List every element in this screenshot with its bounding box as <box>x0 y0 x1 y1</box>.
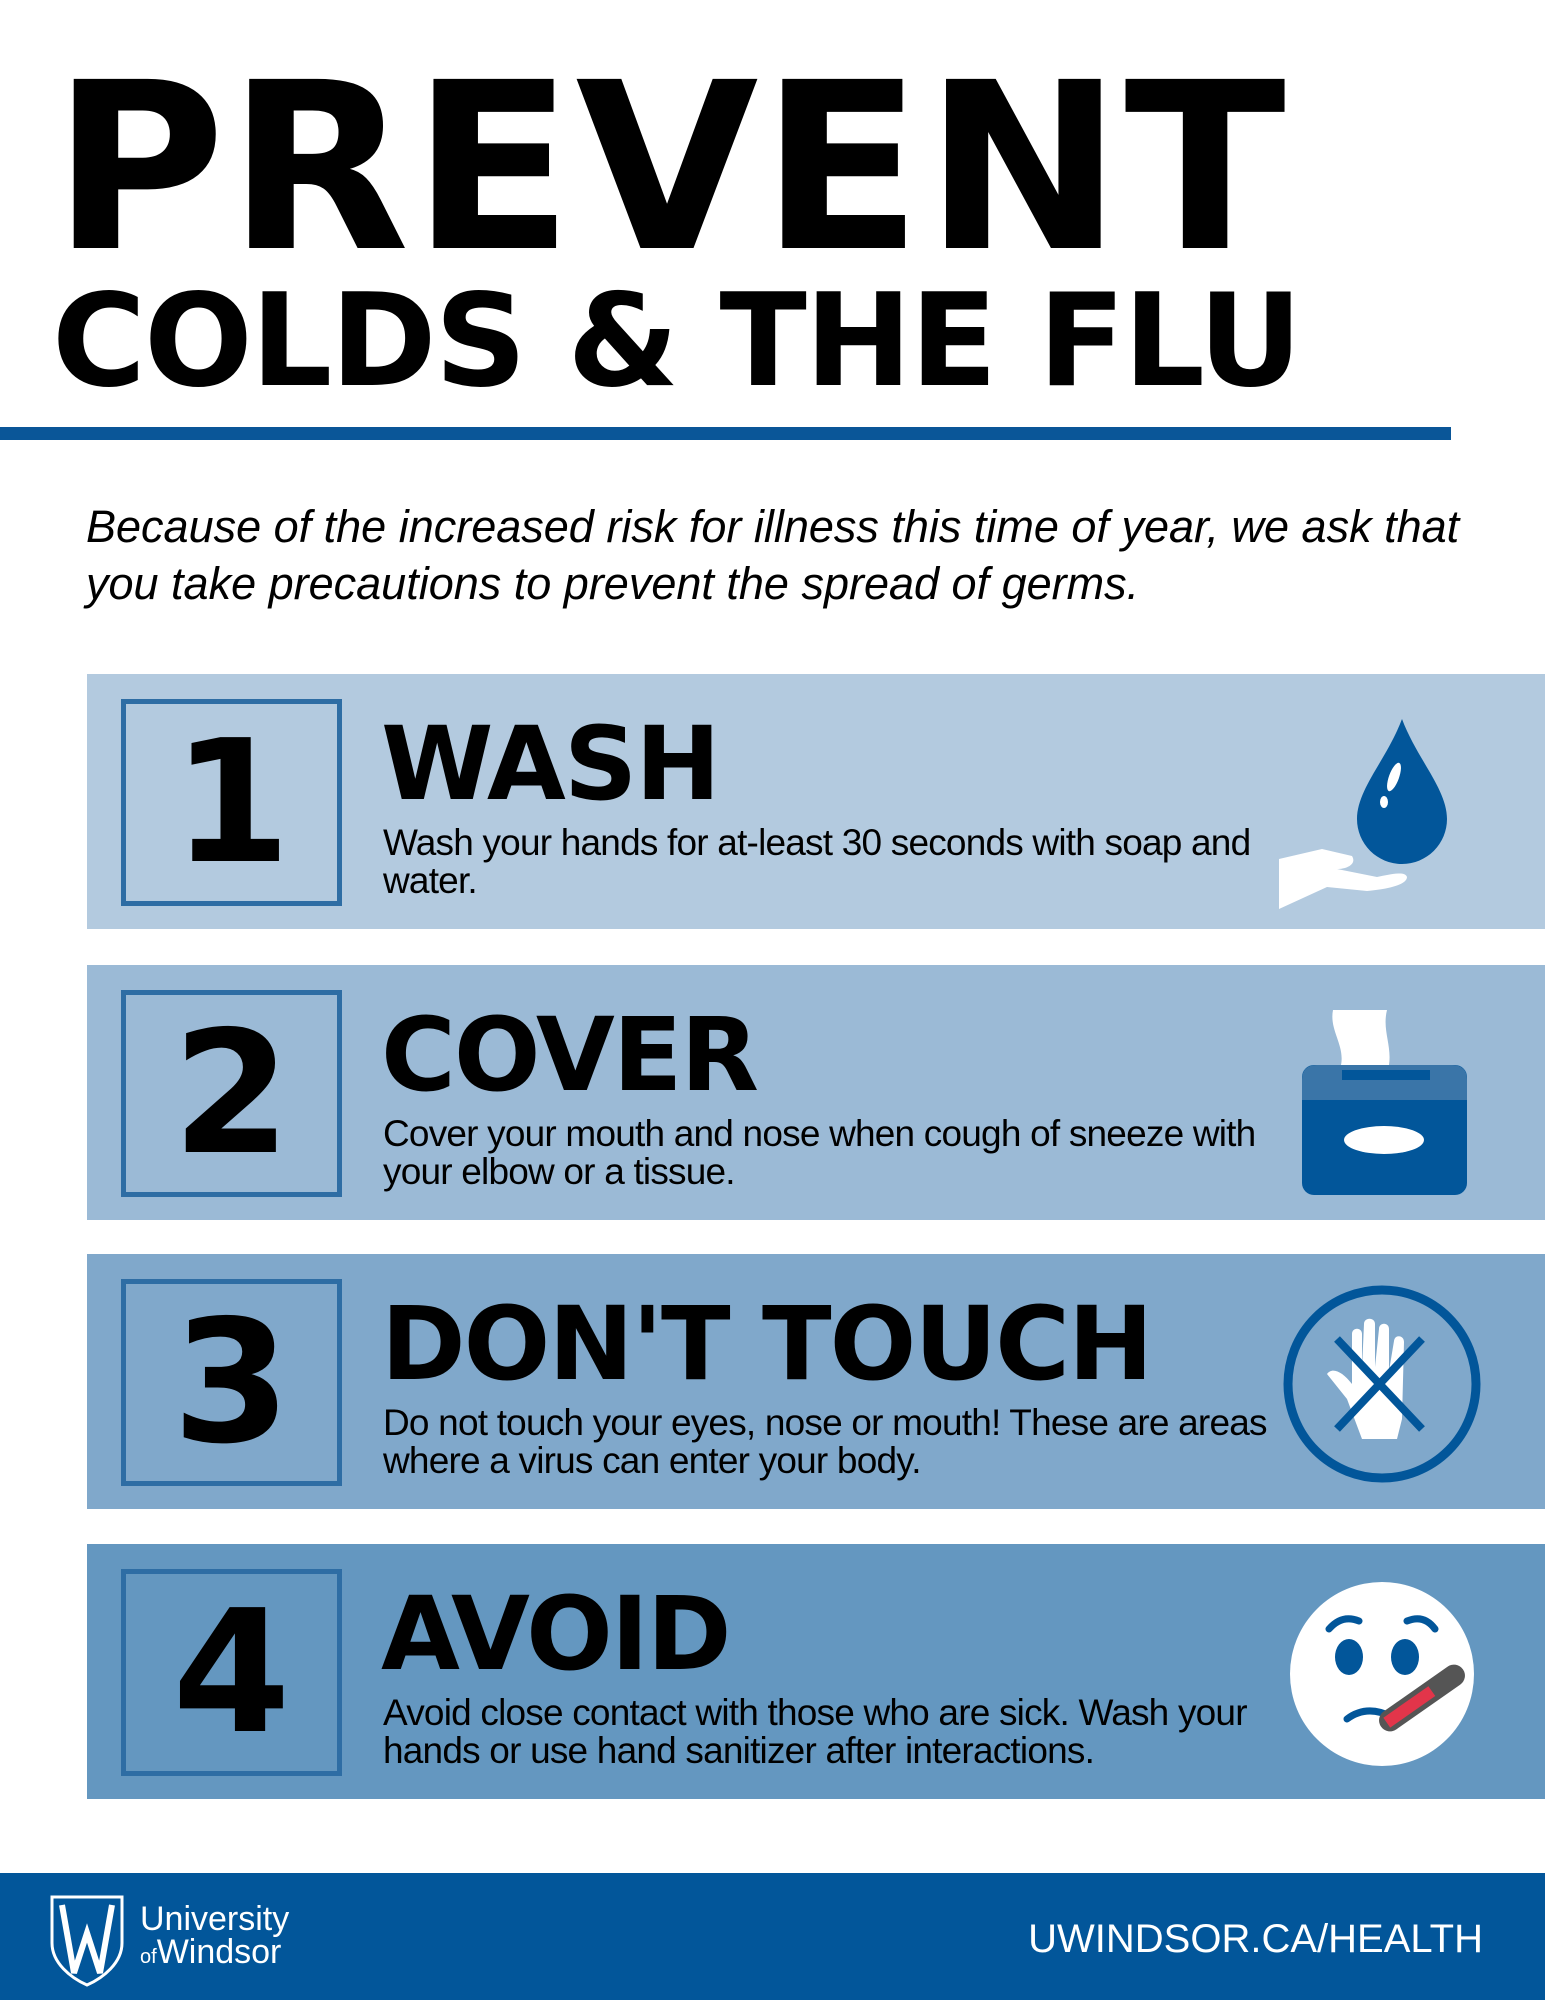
step-number: 4 <box>121 1569 342 1776</box>
step-dont-touch: 3 DON'T TOUCH Do not touch your eyes, no… <box>87 1254 1545 1509</box>
hand-water-drop-icon <box>1279 719 1447 909</box>
footer: University ofWindsor UWINDSOR.CA/HEALTH <box>0 1873 1545 2000</box>
title-prevent: PREVENT <box>52 33 1288 303</box>
step-number: 3 <box>121 1279 342 1486</box>
step-wash: 1 WASH Wash your hands for at-least 30 s… <box>87 674 1545 929</box>
step-avoid: 4 AVOID Avoid close contact with those w… <box>87 1544 1545 1799</box>
divider <box>0 427 1451 440</box>
sick-face-thermometer-icon <box>1290 1582 1474 1766</box>
logo-line1: University <box>140 1900 290 1938</box>
step-number: 2 <box>121 990 342 1197</box>
step-heading: AVOID <box>381 1575 731 1694</box>
step-heading: WASH <box>381 705 721 824</box>
step-description: Cover your mouth and nose when cough of … <box>383 1113 1256 1192</box>
logo-line2: Windsor <box>156 1933 282 1971</box>
step-description: Do not touch your eyes, nose or mouth! T… <box>383 1402 1268 1481</box>
step-heading: COVER <box>381 996 759 1115</box>
step-description: Wash your hands for at-least 30 seconds … <box>383 822 1251 901</box>
no-touch-hand-icon <box>1283 1285 1481 1483</box>
logo-of: of <box>140 1946 157 1968</box>
health-url[interactable]: UWINDSOR.CA/HEALTH <box>1028 1917 1483 1961</box>
step-cover: 2 COVER Cover your mouth and nose when c… <box>87 965 1545 1220</box>
title-subtitle: COLDS & THE FLU <box>52 267 1302 416</box>
university-shield-logo <box>50 1895 124 1987</box>
step-number: 1 <box>121 699 342 906</box>
intro-text: Because of the increased risk for illnes… <box>86 501 1460 609</box>
step-heading: DON'T TOUCH <box>381 1285 1153 1404</box>
tissue-box-icon <box>1302 1010 1467 1195</box>
step-description: Avoid close contact with those who are s… <box>383 1692 1248 1771</box>
university-wordmark: University ofWindsor <box>140 1900 290 1974</box>
